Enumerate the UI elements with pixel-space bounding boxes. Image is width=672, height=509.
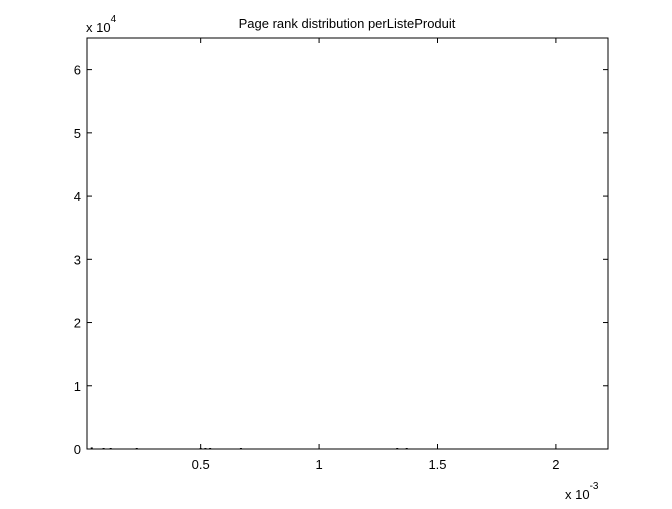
y-tick-label: 2 xyxy=(74,316,81,331)
y-tick-label: 4 xyxy=(74,189,81,204)
x-tick-label: 1.5 xyxy=(428,457,446,472)
x-multiplier-exponent: -3 xyxy=(590,481,599,492)
x-tick-label: 0.5 xyxy=(192,457,210,472)
y-tick-label: 6 xyxy=(74,63,81,78)
y-tick-label: 5 xyxy=(74,126,81,141)
histogram-bar xyxy=(204,448,207,449)
histogram-bar xyxy=(90,447,93,449)
y-multiplier-base: x 10 xyxy=(86,20,111,35)
histogram-bar xyxy=(209,448,212,449)
histogram-bar xyxy=(239,448,242,449)
histogram-bar xyxy=(405,448,408,449)
histogram-bar xyxy=(109,448,112,449)
y-multiplier-exponent: 4 xyxy=(111,14,117,25)
histogram-bar xyxy=(135,448,138,449)
x-tick-label: 1 xyxy=(315,457,322,472)
x-multiplier-base: x 10 xyxy=(565,487,590,502)
y-axis-multiplier: x 104 xyxy=(86,14,117,35)
y-axis: 0 1 2 3 4 5 6 xyxy=(74,63,608,457)
plot-area xyxy=(86,37,609,450)
histogram-bar xyxy=(102,448,105,449)
axes-box xyxy=(86,37,609,450)
y-tick-label: 3 xyxy=(74,252,81,267)
x-axis-multiplier: x 10-3 xyxy=(565,481,599,502)
x-axis: 0.5 1 1.5 2 xyxy=(192,38,560,472)
y-tick-label: 0 xyxy=(74,442,81,457)
x-tick-label: 2 xyxy=(552,457,559,472)
chart-title: Page rank distribution perListeProduit xyxy=(239,16,456,31)
y-tick-label: 1 xyxy=(74,379,81,394)
histogram-bar xyxy=(396,448,399,449)
